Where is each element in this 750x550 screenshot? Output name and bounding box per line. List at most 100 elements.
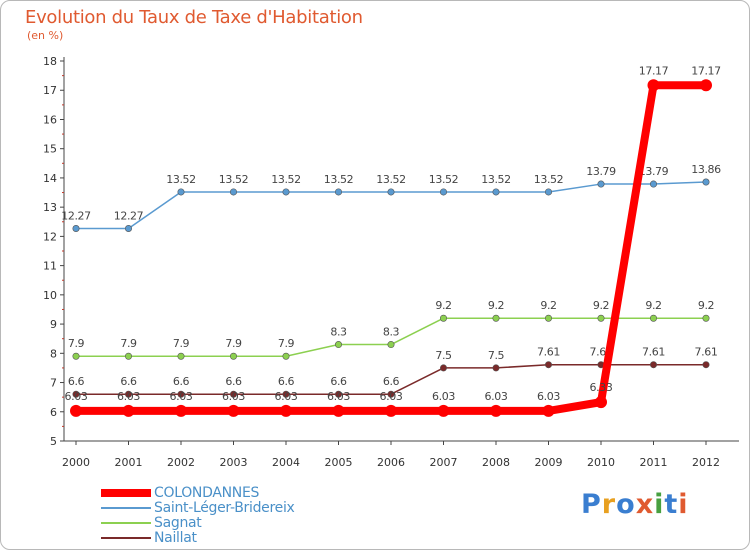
data-label-saint-l-ger-bridereix: 12.27 (61, 209, 91, 222)
data-label-saint-l-ger-bridereix: 13.52 (534, 173, 564, 186)
data-point-colondannes (228, 405, 240, 417)
data-label-saint-l-ger-bridereix: 12.27 (114, 209, 144, 222)
data-label-colondannes: 6.03 (537, 390, 560, 403)
data-label-sagnat: 9.2 (593, 299, 609, 312)
data-label-colondannes: 6.33 (590, 381, 613, 394)
y-tick-label: 16 (43, 113, 57, 126)
data-point-colondannes (280, 405, 292, 417)
data-label-colondannes: 6.03 (485, 390, 508, 403)
data-label-sagnat: 7.9 (68, 337, 85, 350)
y-tick-label: 17 (43, 84, 57, 97)
legend-label-naillat: Naillat (154, 530, 197, 546)
y-tick-label: 15 (43, 143, 57, 156)
data-point-naillat (650, 362, 656, 368)
data-point-colondannes (385, 405, 397, 417)
data-point-sagnat (703, 315, 709, 321)
logo-letter: r (602, 489, 616, 520)
data-label-naillat: 6.6 (383, 375, 400, 388)
data-point-colondannes (543, 405, 555, 417)
data-point-colondannes (700, 79, 712, 91)
data-label-colondannes: 6.03 (117, 390, 140, 403)
y-tick-label: 12 (43, 230, 57, 243)
chart-frame: Evolution du Taux de Taxe d'Habitation (… (0, 0, 750, 550)
data-label-colondannes: 6.03 (65, 390, 88, 403)
x-tick-label: 2003 (220, 456, 248, 469)
data-label-colondannes: 6.03 (170, 390, 193, 403)
series-line-colondannes (76, 85, 706, 411)
data-label-colondannes: 6.03 (432, 390, 455, 403)
data-point-sagnat (388, 341, 394, 347)
data-point-saint-l-ger-bridereix (335, 189, 341, 195)
x-tick-label: 2001 (115, 456, 143, 469)
data-label-saint-l-ger-bridereix: 13.79 (586, 165, 616, 178)
y-tick-label: 5 (50, 435, 57, 448)
data-label-sagnat: 8.3 (330, 326, 347, 339)
data-point-saint-l-ger-bridereix (283, 189, 289, 195)
data-label-colondannes: 6.03 (327, 390, 350, 403)
x-tick-label: 2002 (167, 456, 195, 469)
data-point-colondannes (333, 405, 345, 417)
data-label-sagnat: 9.2 (435, 299, 451, 312)
logo-letter: t (664, 489, 678, 520)
data-point-sagnat (178, 353, 184, 359)
data-point-colondannes (70, 405, 82, 417)
legend-label-saint-l-ger-bridereix: Saint-Léger-Bridereix (154, 500, 295, 516)
data-point-naillat (703, 362, 709, 368)
data-point-sagnat (440, 315, 446, 321)
x-tick-label: 2012 (692, 456, 720, 469)
data-point-saint-l-ger-bridereix (230, 189, 236, 195)
data-label-sagnat: 8.3 (383, 326, 400, 339)
x-tick-label: 2006 (377, 456, 405, 469)
data-point-colondannes (595, 396, 607, 408)
data-point-saint-l-ger-bridereix (440, 189, 446, 195)
data-label-naillat: 6.6 (68, 375, 85, 388)
data-point-sagnat (283, 353, 289, 359)
data-label-colondannes: 6.03 (222, 390, 245, 403)
data-point-sagnat (493, 315, 499, 321)
y-tick-label: 9 (50, 318, 57, 331)
legend-label-sagnat: Sagnat (154, 515, 202, 531)
legend-item-naillat: Naillat (101, 530, 295, 545)
data-label-sagnat: 9.2 (645, 299, 661, 312)
data-point-saint-l-ger-bridereix (73, 225, 79, 231)
x-tick-label: 2000 (62, 456, 90, 469)
logo-letter: o (616, 489, 636, 520)
data-label-saint-l-ger-bridereix: 13.52 (219, 173, 249, 186)
legend-swatch-sagnat (101, 522, 151, 524)
data-label-naillat: 7.61 (537, 346, 560, 359)
legend-item-saint-l-ger-bridereix: Saint-Léger-Bridereix (101, 500, 295, 515)
data-label-colondannes: 6.03 (380, 390, 403, 403)
data-point-saint-l-ger-bridereix (703, 179, 709, 185)
y-tick-label: 10 (43, 289, 57, 302)
x-tick-label: 2008 (482, 456, 510, 469)
data-label-saint-l-ger-bridereix: 13.52 (376, 173, 406, 186)
data-label-naillat: 6.6 (120, 375, 137, 388)
data-point-colondannes (438, 405, 450, 417)
legend-swatch-colondannes (101, 489, 151, 497)
data-label-naillat: 7.5 (435, 349, 452, 362)
logo-letter: i (678, 489, 688, 520)
line-chart: 567891011121314151617182000 2001 2002 2003 2… (1, 1, 750, 550)
data-label-colondannes: 6.03 (275, 390, 298, 403)
legend-swatch-naillat (101, 537, 151, 539)
data-point-sagnat (545, 315, 551, 321)
data-point-naillat (545, 362, 551, 368)
x-tick-label: 2009 (535, 456, 563, 469)
data-point-sagnat (73, 353, 79, 359)
data-point-colondannes (490, 405, 502, 417)
data-label-naillat: 7.61 (695, 346, 718, 359)
data-point-saint-l-ger-bridereix (178, 189, 184, 195)
y-tick-label: 13 (43, 201, 57, 214)
y-tick-label: 14 (43, 172, 57, 185)
data-point-saint-l-ger-bridereix (493, 189, 499, 195)
data-point-sagnat (230, 353, 236, 359)
data-label-colondannes: 17.17 (639, 64, 669, 77)
data-point-sagnat (335, 341, 341, 347)
data-label-colondannes: 17.17 (691, 64, 721, 77)
logo-letter: x (636, 489, 654, 520)
data-label-naillat: 6.6 (173, 375, 190, 388)
data-label-sagnat: 9.2 (698, 299, 714, 312)
data-point-saint-l-ger-bridereix (598, 181, 604, 187)
logo-letter: i (654, 489, 664, 520)
y-tick-label: 6 (50, 406, 57, 419)
